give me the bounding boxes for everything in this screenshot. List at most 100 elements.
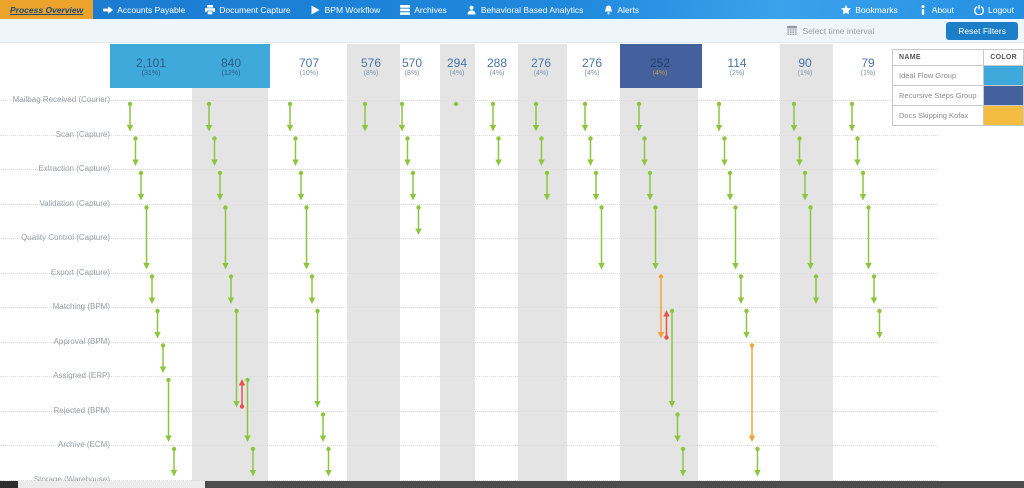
flow-arrow	[721, 136, 728, 166]
flow-arrow	[415, 205, 422, 235]
column-header-count[interactable]: 294 (4%)	[415, 57, 499, 78]
scrollbar-thumb[interactable]	[205, 481, 1024, 488]
column-stripe	[347, 44, 400, 481]
legend-column-header: NAME	[891, 49, 985, 66]
nav-tab-behavioral-based-analytics[interactable]: Behavioral Based Analytics	[457, 0, 594, 19]
flow-arrow	[148, 274, 156, 304]
stage-label-validation-capture: Validation (Capture)	[39, 198, 110, 208]
column-header-count[interactable]: 79 (1%)	[826, 57, 910, 78]
legend-row[interactable]: Docs Skipping Kofax	[891, 105, 1024, 126]
flow-arrow	[227, 274, 235, 304]
legend-column-header: COLOR	[983, 49, 1024, 66]
flow-arrow	[126, 101, 134, 132]
group-header-box-ideal-flow-group[interactable]	[110, 44, 270, 88]
legend-table: NAME COLOR Ideal Flow Group Recursive Step…	[891, 49, 1024, 126]
power-icon	[974, 4, 984, 15]
flow-arrow	[848, 101, 856, 132]
flow-arrow	[743, 308, 750, 339]
column-header-count[interactable]: 276 (4%)	[499, 57, 583, 78]
flow-arrow	[495, 136, 502, 166]
column-percent: (1%)	[797, 70, 813, 77]
column-header-count[interactable]: 252 (4%)	[618, 57, 702, 78]
stage-label-export-capture: Export (Capture)	[50, 267, 110, 277]
column-percent: (4%)	[533, 70, 549, 77]
stage-label-assigned-erp: Assigned (ERP)	[53, 371, 110, 380]
flow-arrow	[238, 379, 246, 409]
horizontal-scrollbar[interactable]	[0, 481, 1024, 488]
column-doc-count: 90	[798, 56, 812, 70]
column-header-count[interactable]: 114 (2%)	[695, 57, 779, 78]
flow-arrow	[652, 205, 659, 270]
flow-arrow	[233, 308, 240, 408]
group-header-box-recursive-steps-group[interactable]	[620, 44, 702, 88]
column-header-count[interactable]: 570 (8%)	[370, 57, 454, 78]
flow-arrow	[543, 170, 551, 201]
column-header-count[interactable]: 288 (4%)	[455, 57, 539, 78]
nav-tab-process-overview[interactable]: Process Overview	[0, 0, 94, 19]
reset-filters-button[interactable]: Reset Filters	[946, 21, 1018, 40]
flow-arrow	[143, 205, 150, 270]
stage-gridline	[0, 445, 938, 446]
stage-gridline	[0, 272, 938, 274]
column-stripe	[620, 44, 698, 481]
column-header-count[interactable]: 576 (8%)	[329, 57, 413, 78]
flow-arrow	[870, 274, 878, 304]
flow-arrow	[598, 205, 605, 270]
nav-tab-archives[interactable]: Archives	[390, 0, 457, 19]
column-header-count[interactable]: 276 (4%)	[550, 57, 634, 78]
column-percent: (4%)	[449, 70, 465, 77]
column-percent: (1%)	[860, 70, 876, 77]
nav-tab-alerts[interactable]: Alerts	[593, 0, 649, 19]
time-interval-control[interactable]: Select time interval	[787, 26, 874, 36]
nav-tab-label: Accounts Payable	[117, 4, 186, 15]
flow-arrow	[865, 205, 872, 270]
column-header-count[interactable]: 90 (1%)	[763, 57, 847, 78]
column-percent: (31%)	[141, 70, 161, 77]
person-icon	[467, 5, 477, 15]
column-percent: (4%)	[652, 70, 668, 77]
flow-arrow	[211, 136, 218, 166]
nav-tab-document-capture[interactable]: Document Capture	[195, 0, 300, 19]
legend-row[interactable]: Ideal Flow Group	[891, 65, 1024, 86]
stage-gridline	[0, 410, 938, 412]
column-header-count[interactable]: 707 (10%)	[267, 57, 351, 78]
nav-tab-label: Alerts	[617, 4, 640, 15]
column-header-count[interactable]: 840 (12%)	[189, 57, 273, 78]
flow-arrow	[876, 308, 883, 339]
flow-arrow	[314, 308, 321, 408]
column-stripe	[192, 44, 268, 481]
nav-action-about[interactable]: About	[908, 0, 964, 19]
flow-arrow	[398, 101, 406, 132]
column-header-count[interactable]: 2,101 (31%)	[109, 57, 193, 78]
flow-arrow	[292, 136, 299, 166]
nav-action-logout[interactable]: Logout	[964, 0, 1024, 19]
column-percent: (2%)	[729, 70, 745, 77]
scrollbar-corner[interactable]	[0, 481, 18, 488]
legend-header: NAME COLOR	[891, 49, 1024, 66]
column-percent: (10%)	[299, 70, 319, 77]
play-icon	[311, 5, 321, 15]
flow-arrow	[668, 308, 676, 408]
flow-arrow	[646, 170, 654, 201]
stage-label-storage-warehouse: Storage (Warehouse)	[33, 474, 110, 484]
column-doc-count: 294	[446, 56, 468, 70]
column-doc-count: 707	[298, 56, 320, 70]
legend-row[interactable]: Recursive Steps Group	[891, 85, 1024, 106]
stage-label-approval-bpm: Approval (BPM)	[53, 336, 110, 346]
nav-tab-accounts-payable[interactable]: Accounts Payable	[93, 0, 195, 19]
nav-action-bookmarks[interactable]: Bookmarks	[831, 0, 908, 19]
flow-arrow	[165, 377, 172, 442]
flow-arrow	[854, 136, 861, 166]
nav-tab-bpm-workflow[interactable]: BPM Workflow	[301, 0, 391, 19]
nav-tab-label: Process Overview	[10, 4, 84, 15]
flow-arrow	[715, 101, 723, 132]
stage-label-quality-control-capture: Quality Control (Capture)	[21, 233, 110, 242]
flow-arrow	[286, 101, 294, 132]
nav-right-actions: Bookmarks About Logout	[831, 0, 1024, 19]
flow-arrow	[489, 101, 497, 132]
flow-arrow	[641, 136, 648, 166]
stage-label-mailbag-received-courier: Mailbag Received (Courier)	[12, 95, 110, 104]
flow-arrow	[801, 170, 809, 201]
flow-arrow	[737, 274, 745, 304]
